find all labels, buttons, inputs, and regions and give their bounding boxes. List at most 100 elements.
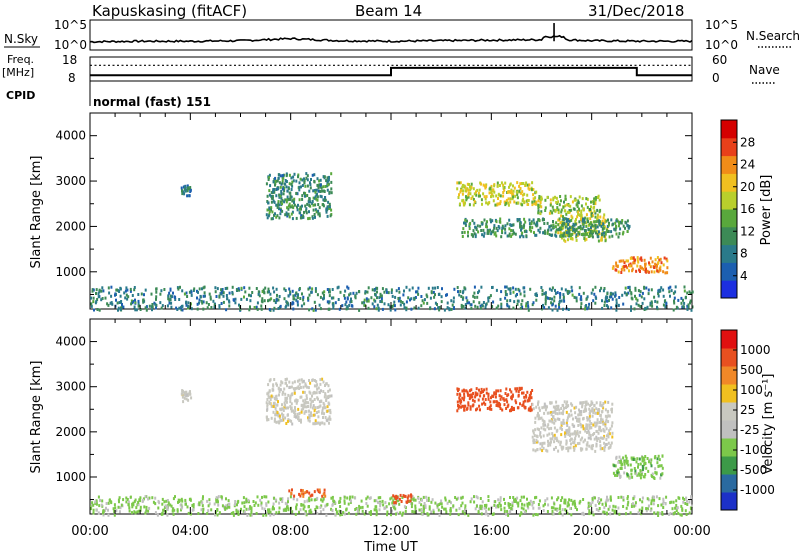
range-cell [597,411,600,415]
range-cell [440,499,443,503]
range-cell [263,291,266,295]
range-cell [505,198,508,202]
range-cell [478,507,481,511]
range-cell [268,290,270,294]
range-cell [502,191,505,194]
range-cell [460,305,463,309]
range-cell [588,230,591,234]
range-cell [489,186,492,190]
range-cell [469,500,472,504]
range-cell [563,231,566,235]
range-cell [350,300,353,303]
range-cell [634,469,637,473]
range-cell [276,412,279,416]
range-cell [278,207,280,211]
range-cell [281,407,284,411]
range-cell [95,500,98,504]
range-cell [184,188,187,192]
range-cell [562,205,565,209]
range-cell [334,513,337,517]
range-cell [644,262,646,266]
range-cell [597,509,600,512]
range-cell [275,298,278,302]
range-cell [151,305,154,309]
range-cell [526,301,529,304]
range-cell [225,497,227,501]
range-cell [485,201,488,205]
range-cell [560,299,563,303]
range-cell [552,410,555,414]
range-cell [189,190,192,193]
range-cell [514,232,517,236]
range-cell [286,396,289,400]
range-cell [243,286,246,290]
range-cell [474,235,477,239]
range-cell [525,304,527,308]
range-cell [592,411,595,415]
range-cell [495,392,497,396]
range-cell [673,296,676,300]
range-cell [575,405,578,409]
range-cell [519,292,522,296]
range-cell [603,506,606,510]
range-cell [137,304,140,308]
nave-tick-bottom: 0 [712,71,720,85]
range-cell [174,296,177,299]
range-cell [537,400,540,404]
range-cell [593,229,596,233]
range-cell [217,500,219,504]
range-cell [105,502,108,505]
range-cell [542,231,545,235]
range-cell [475,228,478,231]
range-cell [621,293,624,297]
range-cell [539,433,542,437]
range-cell [562,215,564,219]
range-cell [431,498,434,502]
range-cell [616,265,619,268]
range-cell [301,178,304,182]
range-cell [333,500,336,504]
range-cell [672,308,675,312]
range-cell [198,503,201,507]
range-cell [293,201,295,205]
range-cell [459,290,462,293]
range-cell [274,182,277,185]
range-cell [487,495,490,499]
range-cell [97,511,100,515]
range-cell [576,429,579,433]
range-cell [154,502,157,506]
range-cell [277,307,280,310]
range-cell [592,224,595,228]
range-cell [315,384,318,388]
range-cell [591,414,594,418]
range-cell [605,427,608,431]
range-cell [645,286,648,290]
range-cell [520,191,522,195]
range-cell [221,497,223,501]
range-cell [125,293,128,297]
range-cell [376,286,379,290]
range-cell [335,507,337,511]
range-cell [522,182,525,185]
range-cell [300,404,303,408]
range-cell [523,503,526,507]
range-cell [328,421,330,425]
range-cell [618,259,621,263]
range-cell [560,234,563,238]
range-cell [138,509,141,513]
range-cell [532,193,535,197]
range-cell [267,176,270,180]
range-cell [643,463,646,467]
range-cell [298,207,301,211]
range-cell [491,305,494,308]
range-cell [260,307,263,311]
range-cell [465,195,467,199]
range-cell [394,507,397,511]
range-cell [463,510,466,513]
range-cell [521,203,524,207]
range-cell [344,289,347,293]
range-cell [522,391,525,395]
range-cell [184,500,187,504]
range-cell [170,504,173,508]
range-cell [689,299,692,303]
